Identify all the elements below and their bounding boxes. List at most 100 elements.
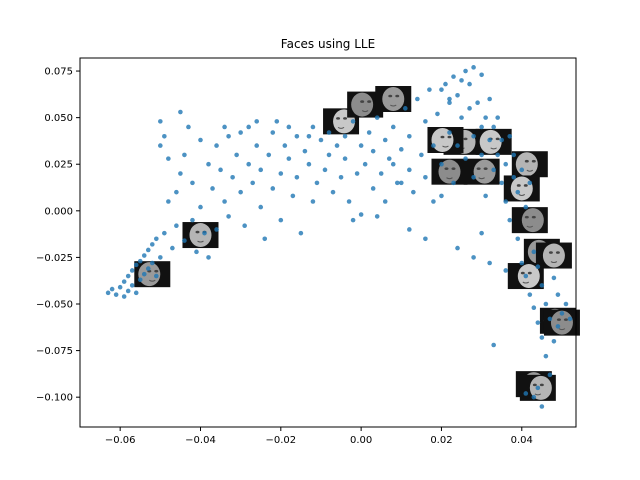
data-point: [479, 72, 484, 78]
data-point: [278, 217, 284, 223]
x-tick-label: −0.06: [105, 435, 136, 446]
data-point: [226, 214, 231, 219]
data-point: [178, 109, 183, 115]
data-point: [149, 260, 155, 266]
data-point: [455, 92, 460, 98]
data-point: [394, 180, 400, 186]
face-mouth: [550, 261, 558, 264]
face-eye: [531, 215, 536, 219]
data-point: [149, 242, 155, 247]
data-point: [531, 305, 537, 311]
data-point: [346, 199, 352, 204]
face-shape: [515, 152, 538, 177]
data-point: [230, 174, 235, 180]
data-point: [567, 316, 573, 322]
face-thumbnail: [427, 127, 464, 153]
data-point: [503, 268, 509, 273]
face-eye: [556, 318, 561, 321]
data-point: [158, 143, 163, 148]
scatter-points: [105, 65, 573, 409]
data-point: [499, 137, 505, 143]
face-eye: [440, 135, 445, 139]
data-point: [294, 133, 300, 139]
face-thumbnails: [134, 86, 580, 401]
face-eye: [463, 137, 468, 141]
data-point: [270, 130, 276, 135]
data-point: [133, 262, 139, 268]
data-point: [250, 180, 255, 186]
face-eye: [476, 167, 481, 170]
data-point: [563, 301, 569, 307]
face-shape: [351, 92, 374, 117]
data-point: [431, 143, 436, 148]
data-point: [374, 115, 380, 120]
data-point: [467, 81, 472, 87]
data-point: [218, 167, 223, 173]
data-point: [137, 258, 143, 264]
data-point: [487, 260, 492, 266]
face-eye: [563, 318, 568, 321]
data-point: [246, 124, 251, 130]
data-point: [382, 199, 388, 204]
data-point: [350, 119, 356, 124]
face-mouth: [337, 126, 345, 129]
face-thumbnail: [511, 151, 548, 178]
data-point: [326, 152, 332, 158]
data-point: [121, 294, 127, 299]
data-point: [214, 227, 219, 232]
data-point: [238, 130, 243, 135]
data-point: [519, 167, 525, 173]
data-point: [515, 236, 521, 242]
data-point: [366, 130, 372, 135]
face-eye: [483, 167, 488, 170]
face-thumbnail: [182, 222, 219, 249]
y-tick-label: −0.050: [36, 300, 73, 311]
face-shape: [189, 223, 212, 248]
data-point: [238, 189, 243, 195]
plot-frame: [79, 57, 577, 428]
x-tick-label: −0.04: [185, 435, 216, 446]
data-point: [543, 301, 549, 307]
data-point: [310, 199, 316, 204]
face-shape: [510, 176, 533, 201]
data-point: [174, 223, 179, 229]
face-eye: [539, 383, 544, 387]
data-point: [543, 353, 549, 359]
data-point: [350, 217, 356, 223]
data-point: [194, 249, 199, 255]
face-mouth: [197, 240, 204, 243]
data-point: [282, 143, 288, 148]
data-point: [495, 115, 500, 120]
data-point: [322, 167, 328, 173]
data-point: [166, 156, 171, 161]
data-point: [125, 288, 131, 294]
data-point: [202, 230, 207, 236]
face-eye: [336, 117, 341, 120]
data-point: [354, 171, 360, 176]
data-point: [342, 133, 348, 139]
x-axis: −0.06 −0.04 −0.02 0.00 0.02 0.04: [105, 427, 533, 446]
data-point: [242, 223, 247, 229]
data-point: [121, 279, 127, 284]
data-point: [435, 111, 440, 117]
data-point: [125, 273, 131, 279]
y-tick-label: 0.025: [44, 160, 73, 171]
data-point: [109, 286, 115, 292]
face-eye: [495, 137, 500, 141]
data-point: [531, 394, 537, 400]
x-tick-label: 0.00: [350, 435, 372, 446]
face-mouth: [526, 225, 534, 228]
data-point: [182, 238, 187, 243]
data-point: [222, 199, 227, 204]
x-tick-label: 0.04: [511, 435, 533, 446]
data-point: [234, 152, 239, 158]
data-point: [551, 338, 557, 344]
data-point: [439, 161, 444, 167]
data-point: [459, 78, 464, 83]
y-tick-label: −0.075: [36, 346, 73, 357]
data-point: [491, 124, 496, 130]
face-eye: [367, 100, 372, 103]
data-point: [535, 264, 541, 270]
data-point: [487, 96, 492, 102]
